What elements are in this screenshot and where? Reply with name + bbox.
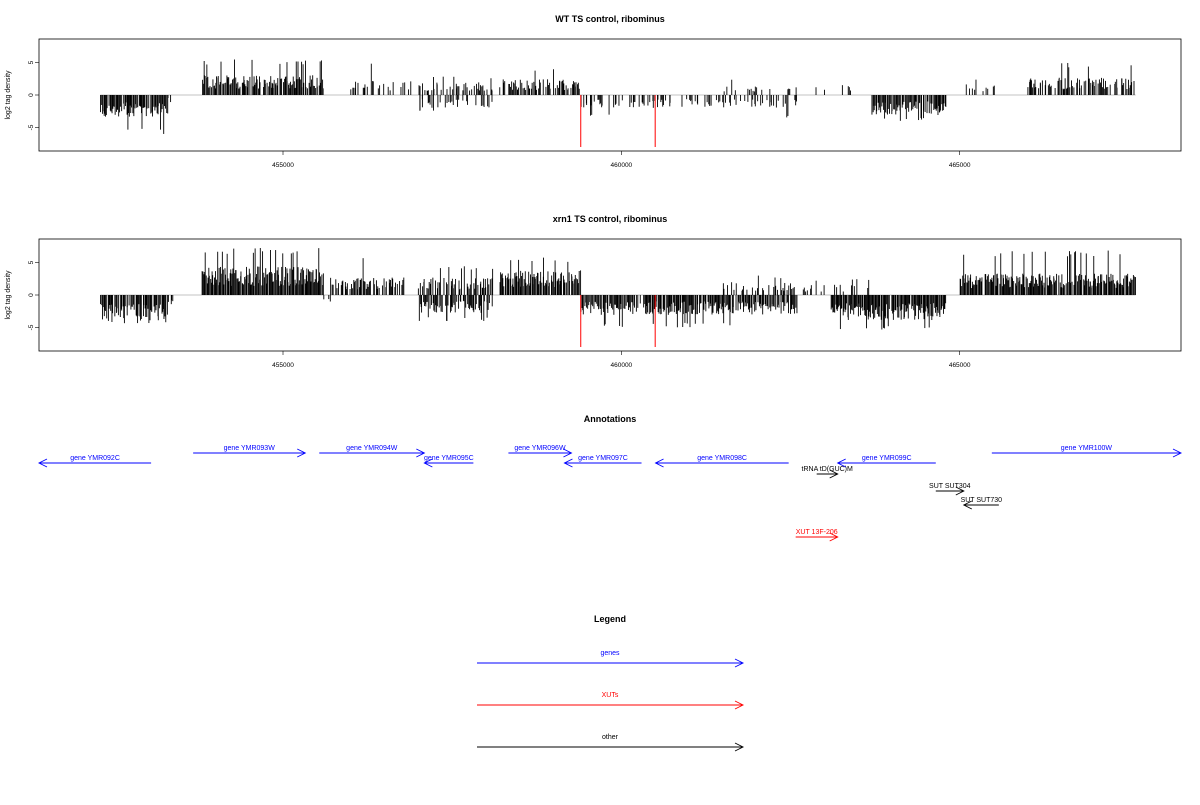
annotations-title: Annotations bbox=[584, 414, 637, 424]
feature-gene-ymr097c: gene YMR097C bbox=[563, 455, 642, 468]
legend-label: genes bbox=[600, 650, 620, 657]
y-tick-label: 5 bbox=[28, 60, 35, 64]
strand-arrow bbox=[962, 500, 973, 510]
legend-panel: Legend genes XUTs other bbox=[477, 614, 745, 752]
legend-label: XUTs bbox=[602, 692, 619, 699]
strand-arrow bbox=[829, 469, 839, 479]
legend-label: other bbox=[602, 734, 619, 741]
annotation-features: gene YMR092C gene YMR093W gene YMR094W gene… bbox=[37, 445, 1183, 542]
bar-marks bbox=[100, 248, 1136, 347]
panel-title: xrn1 TS control, ribominus bbox=[553, 214, 668, 224]
y-tick-label: -5 bbox=[28, 124, 35, 130]
feature-label: gene YMR097C bbox=[578, 455, 628, 462]
legend-item-xuts: XUTs bbox=[477, 692, 745, 710]
feature-label: gene YMR100W bbox=[1061, 445, 1113, 452]
feature-label: gene YMR096W bbox=[514, 445, 566, 452]
panel-title: WT TS control, ribominus bbox=[555, 14, 665, 24]
feature-gene-ymr096w: gene YMR096W bbox=[508, 445, 573, 458]
feature-label: SUT SUT304 bbox=[929, 483, 971, 490]
feature-label: gene YMR094W bbox=[346, 445, 398, 452]
x-tick-label: 455000 bbox=[272, 162, 294, 169]
legend-arrow bbox=[734, 700, 745, 710]
strand-arrow bbox=[829, 532, 839, 542]
axis-ticks: 455000 460000 465000 -5 0 5 bbox=[28, 60, 971, 169]
axis-ticks: 455000 460000 465000 -5 0 5 bbox=[28, 260, 971, 369]
feature-label: gene YMR098C bbox=[697, 455, 747, 462]
strand-arrow bbox=[563, 458, 573, 468]
feature-gene-ymr093w: gene YMR093W bbox=[193, 445, 307, 458]
y-tick-label: 5 bbox=[28, 260, 35, 264]
feature-label: gene YMR095C bbox=[424, 455, 474, 462]
bar-marks bbox=[100, 59, 1136, 147]
x-tick-label: 465000 bbox=[949, 162, 971, 169]
x-tick-label: 465000 bbox=[949, 362, 971, 369]
strand-arrow bbox=[416, 448, 426, 458]
legend-arrow bbox=[734, 742, 745, 752]
legend-items: genes XUTs other bbox=[477, 650, 745, 752]
strand-arrow bbox=[836, 458, 846, 468]
feature-label: gene YMR099C bbox=[862, 455, 912, 462]
feature-gene-ymr099c: gene YMR099C bbox=[836, 455, 936, 468]
x-tick-label: 460000 bbox=[610, 362, 632, 369]
legend-arrow bbox=[734, 658, 745, 668]
feature-gene-ymr100w: gene YMR100W bbox=[991, 445, 1183, 458]
feature-sut-sut730: SUT SUT730 bbox=[961, 497, 1003, 510]
strand-arrow bbox=[654, 458, 664, 468]
y-tick-label: 0 bbox=[28, 293, 35, 297]
feature-gene-ymr094w: gene YMR094W bbox=[319, 445, 426, 458]
legend-item-genes: genes bbox=[477, 650, 745, 668]
strand-arrow bbox=[1172, 448, 1183, 458]
feature-trna-td-guc-m: tRNA tD(GUC)M bbox=[802, 466, 854, 479]
feature-label: gene YMR093W bbox=[224, 445, 276, 452]
legend-item-other: other bbox=[477, 734, 745, 752]
feature-gene-ymr092c: gene YMR092C bbox=[37, 455, 152, 468]
feature-label: gene YMR092C bbox=[70, 455, 120, 462]
y-tick-label: 0 bbox=[28, 93, 35, 97]
strand-arrow bbox=[955, 486, 965, 496]
y-axis-label: log2 tag density bbox=[5, 70, 12, 120]
strand-arrow bbox=[297, 448, 307, 458]
y-axis-label: log2 tag density bbox=[5, 270, 12, 320]
x-tick-label: 460000 bbox=[610, 162, 632, 169]
feature-label: SUT SUT730 bbox=[961, 497, 1003, 504]
x-tick-label: 455000 bbox=[272, 362, 294, 369]
feature-gene-ymr098c: gene YMR098C bbox=[654, 455, 789, 468]
wt-track-panel: WT TS control, ribominus log2 tag densit… bbox=[5, 14, 1182, 169]
y-tick-label: -5 bbox=[28, 324, 35, 330]
feature-sut-sut304: SUT SUT304 bbox=[929, 483, 971, 496]
xrn1-track-panel: xrn1 TS control, ribominus log2 tag dens… bbox=[5, 214, 1182, 369]
strand-arrow bbox=[37, 458, 48, 468]
feature-label: XUT 13F-206 bbox=[796, 529, 838, 536]
feature-xut-13f-206: XUT 13F-206 bbox=[795, 529, 839, 542]
legend-title: Legend bbox=[594, 614, 626, 624]
strand-arrow bbox=[563, 448, 573, 458]
feature-label: tRNA tD(GUC)M bbox=[802, 466, 854, 473]
strand-arrow bbox=[423, 458, 433, 468]
feature-gene-ymr095c: gene YMR095C bbox=[423, 455, 474, 468]
